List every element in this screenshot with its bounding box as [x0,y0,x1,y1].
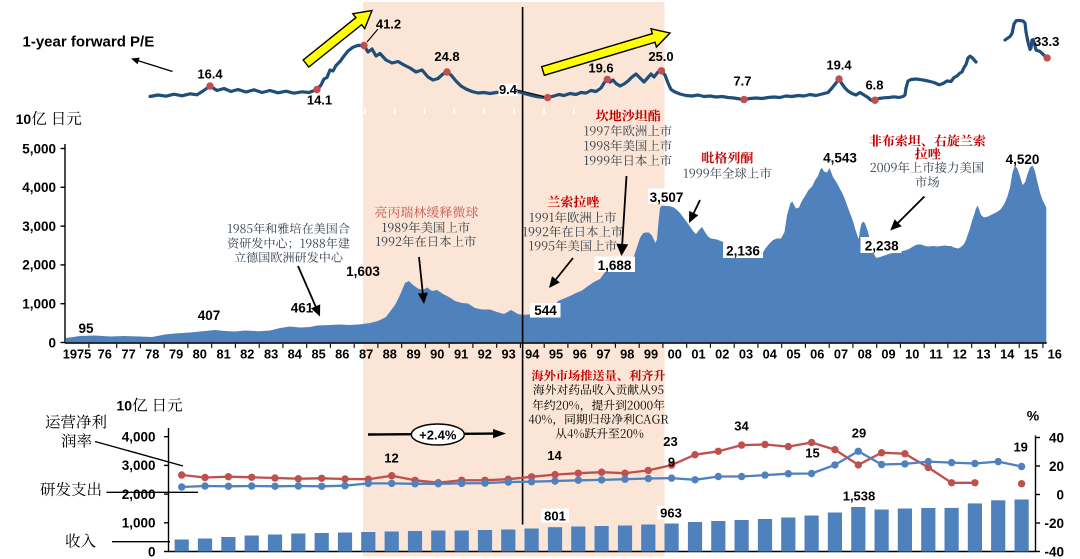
svg-text:40: 40 [1049,430,1064,445]
svg-text:09: 09 [881,346,895,361]
svg-text:1-year forward P/E: 1-year forward P/E [23,34,155,51]
svg-text:0: 0 [148,544,156,559]
svg-text:1,000: 1,000 [122,516,156,531]
svg-text:4,520: 4,520 [1006,152,1040,167]
svg-text:0: 0 [1056,487,1064,502]
svg-text:04: 04 [763,346,778,361]
svg-text:19: 19 [1013,440,1027,455]
svg-text:87: 87 [359,346,373,361]
svg-text:11: 11 [929,346,943,361]
svg-text:02: 02 [715,346,729,361]
svg-text:00: 00 [668,346,682,361]
svg-text:461: 461 [291,301,314,316]
svg-text:-40: -40 [1044,544,1064,559]
svg-text:92: 92 [478,346,492,361]
svg-text:79: 79 [169,346,183,361]
svg-text:3,000: 3,000 [22,219,56,234]
svg-text:33.3: 33.3 [1034,34,1059,49]
svg-text:1,538: 1,538 [843,489,876,504]
svg-text:05: 05 [786,346,800,361]
svg-text:4,000: 4,000 [22,180,56,195]
svg-text:77: 77 [121,346,135,361]
svg-text:98: 98 [620,346,634,361]
svg-text:10: 10 [116,398,132,414]
svg-text:93: 93 [501,346,515,361]
svg-text:95: 95 [549,346,563,361]
svg-text:85: 85 [311,346,325,361]
svg-text:2,136: 2,136 [726,244,760,259]
svg-text:90: 90 [430,346,444,361]
svg-text:801: 801 [544,509,566,524]
svg-text:+2.4%: +2.4% [419,427,457,442]
svg-text:12: 12 [384,451,398,466]
svg-text:80: 80 [193,346,207,361]
svg-text:78: 78 [145,346,159,361]
svg-text:99: 99 [644,346,658,361]
svg-text:544: 544 [534,303,557,318]
svg-text:9: 9 [668,455,675,470]
svg-text:81: 81 [216,346,230,361]
svg-text:89: 89 [406,346,420,361]
svg-text:9.4: 9.4 [499,82,518,97]
svg-text:14: 14 [1000,346,1015,361]
svg-text:14.1: 14.1 [307,93,332,108]
svg-text:20: 20 [1049,459,1064,474]
svg-text:83: 83 [264,346,278,361]
svg-text:24.8: 24.8 [434,49,459,64]
svg-text:10: 10 [905,346,919,361]
svg-text:4,543: 4,543 [823,151,857,166]
svg-text:01: 01 [691,346,705,361]
svg-text:6.8: 6.8 [865,78,883,93]
svg-text:97: 97 [596,346,610,361]
svg-text:-20: -20 [1044,516,1064,531]
svg-text:3,000: 3,000 [122,458,156,473]
svg-text:%: % [1027,408,1040,424]
svg-text:963: 963 [660,506,682,521]
svg-text:1,603: 1,603 [346,264,380,279]
svg-text:12: 12 [953,346,967,361]
svg-text:25.0: 25.0 [648,49,673,64]
svg-text:96: 96 [573,346,587,361]
svg-text:15: 15 [805,446,819,461]
svg-text:41.2: 41.2 [376,17,401,32]
svg-text:4,000: 4,000 [122,430,156,445]
svg-text:06: 06 [810,346,824,361]
svg-text:94: 94 [525,346,540,361]
svg-text:86: 86 [335,346,349,361]
svg-text:16.4: 16.4 [197,67,223,82]
svg-text:5,000: 5,000 [22,141,56,156]
svg-text:2,000: 2,000 [22,258,56,273]
svg-text:82: 82 [240,346,254,361]
svg-text:95: 95 [78,321,94,336]
svg-text:14: 14 [547,448,562,463]
svg-text:03: 03 [739,346,753,361]
svg-text:84: 84 [288,346,303,361]
svg-text:88: 88 [383,346,397,361]
svg-text:08: 08 [858,346,872,361]
svg-text:1,688: 1,688 [598,258,632,273]
svg-text:2,000: 2,000 [122,487,156,502]
svg-text:7.7: 7.7 [733,74,751,89]
svg-text:0: 0 [48,335,56,350]
svg-text:3,507: 3,507 [650,190,684,205]
svg-text:07: 07 [834,346,848,361]
svg-text:1,000: 1,000 [22,297,56,312]
svg-text:19.4: 19.4 [826,58,852,73]
svg-text:15: 15 [1024,346,1038,361]
svg-text:1975: 1975 [63,346,91,361]
svg-text:76: 76 [98,346,112,361]
svg-text:16: 16 [1048,346,1062,361]
svg-text:23: 23 [663,434,677,449]
svg-text:29: 29 [852,426,866,441]
svg-text:34: 34 [734,419,749,434]
svg-text:407: 407 [198,308,221,323]
svg-text:91: 91 [454,346,468,361]
svg-text:10: 10 [16,111,32,127]
svg-text:2,238: 2,238 [865,239,899,254]
svg-text:19.6: 19.6 [588,61,613,76]
svg-text:13: 13 [976,346,990,361]
